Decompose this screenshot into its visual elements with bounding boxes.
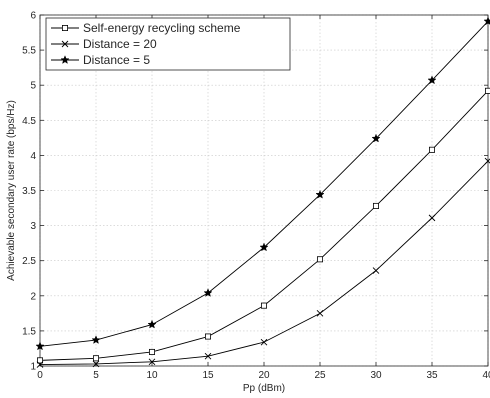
data-point: [93, 355, 100, 362]
y-tick-label: 2.5: [22, 256, 36, 267]
data-point: [147, 319, 157, 329]
data-point: [204, 352, 212, 360]
x-tick-label: 35: [426, 370, 438, 381]
legend-box: [45, 17, 291, 71]
y-tick-label: 2: [30, 291, 36, 302]
data-point: [315, 189, 325, 199]
data-point: [428, 214, 436, 222]
y-tick-label: 6: [30, 11, 36, 22]
legend-item: Distance = 20: [51, 37, 157, 51]
legend-label: Distance = 5: [83, 53, 150, 67]
data-point: [428, 146, 435, 153]
data-point: [484, 87, 490, 94]
legend-label: Self-energy recycling scheme: [83, 21, 241, 35]
legend-item: Distance = 5: [51, 53, 150, 67]
y-tick-label: 4: [30, 151, 36, 162]
x-tick-label: 10: [146, 370, 158, 381]
y-tick-label: 1.5: [22, 326, 36, 337]
data-point: [259, 242, 269, 252]
y-tick-label: 3: [30, 221, 36, 232]
y-tick-label: 1: [30, 362, 36, 373]
series-star: [35, 16, 490, 351]
y-tick-label: 3.5: [22, 186, 36, 197]
y-tick-label: 5: [30, 81, 36, 92]
y-tick-label: 4.5: [22, 116, 36, 127]
data-point: [36, 361, 44, 368]
series-square: [37, 87, 490, 364]
legend-label: Distance = 20: [83, 37, 157, 51]
data-point: [148, 358, 156, 366]
data-point: [371, 133, 381, 143]
data-point: [372, 202, 379, 209]
legend: Self-energy recycling scheme Distance = 2…: [45, 17, 291, 71]
data-point: [37, 357, 44, 364]
data-point: [372, 267, 380, 274]
data-point: [91, 335, 101, 344]
data-point: [148, 348, 155, 355]
legend-marker: [62, 24, 69, 31]
legend-item: Self-energy recycling scheme: [51, 21, 241, 35]
data-point: [316, 310, 324, 317]
series-group: [35, 16, 490, 368]
data-point: [427, 75, 437, 85]
legend-marker: [61, 40, 69, 48]
x-tick-label: 30: [370, 370, 382, 381]
data-point: [260, 338, 268, 346]
x-tick-label: 25: [314, 370, 326, 381]
legend-marker: [60, 55, 70, 64]
data-point: [204, 333, 211, 340]
x-tick-label: 40: [482, 370, 490, 381]
x-tick-label: 0: [37, 370, 43, 381]
x-tick-label: 5: [93, 370, 99, 381]
x-tick-label: 20: [258, 370, 270, 381]
data-point: [203, 288, 213, 297]
data-point: [484, 157, 490, 165]
data-point: [483, 16, 490, 26]
x-tick-label: 15: [202, 370, 214, 381]
y-tick-label: 5.5: [22, 46, 36, 57]
series-x: [36, 157, 490, 368]
data-point: [92, 360, 100, 368]
y-axis-label: Achievable secondary user rate (bps/Hz): [6, 100, 17, 281]
data-point: [316, 256, 323, 263]
x-axis-label: Pp (dBm): [243, 383, 285, 393]
data-point: [260, 302, 267, 309]
data-point: [35, 341, 45, 351]
